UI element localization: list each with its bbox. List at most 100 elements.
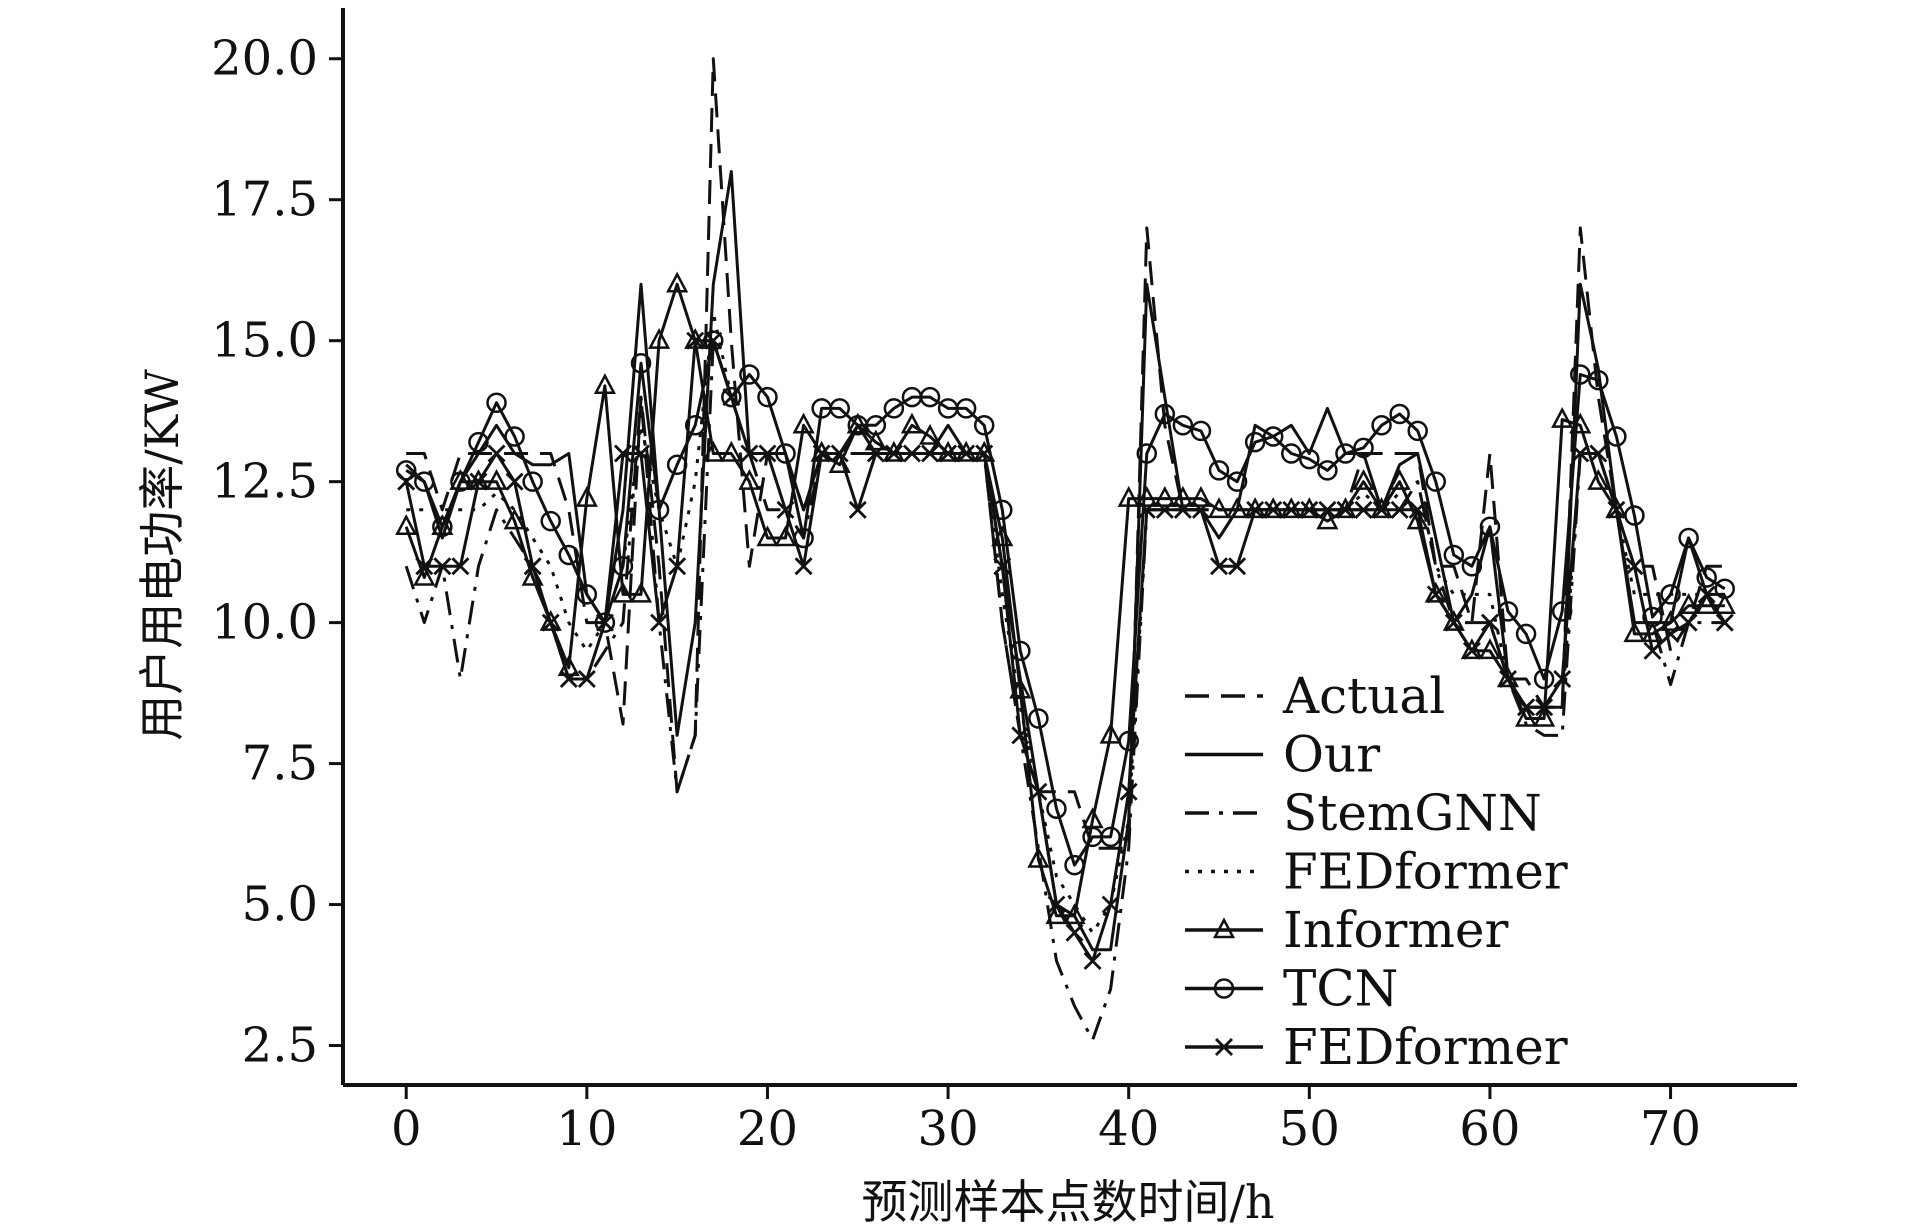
- data-point: [1353, 437, 1374, 459]
- data-point: [957, 444, 976, 463]
- data-point: [1678, 527, 1699, 549]
- data-point: [721, 386, 742, 408]
- x-tick-label: 50: [1279, 1101, 1340, 1157]
- data-point: [612, 555, 634, 577]
- data-point: [613, 444, 632, 463]
- legend-marker: [1215, 1038, 1233, 1056]
- x-axis-title: 预测样本点数时间/h: [861, 1175, 1274, 1228]
- data-point: [541, 613, 560, 632]
- x-tick-label: 40: [1098, 1101, 1159, 1157]
- data-point: [1677, 593, 1700, 614]
- data-point: [632, 444, 651, 463]
- data-point: [1697, 585, 1716, 604]
- data-point: [1100, 826, 1121, 848]
- data-point: [794, 557, 813, 576]
- data-point: [1335, 443, 1356, 464]
- data-point: [1064, 854, 1085, 876]
- data-point: [902, 444, 921, 463]
- data-point: [792, 412, 815, 434]
- data-point: [413, 564, 436, 586]
- data-point: [739, 364, 760, 385]
- data-point: [559, 670, 578, 689]
- data-point: [540, 510, 561, 532]
- data-point: [1444, 613, 1463, 632]
- data-point: [1244, 431, 1266, 453]
- legend-label: Informer: [1283, 901, 1508, 959]
- data-point: [758, 444, 777, 463]
- data-point: [865, 415, 887, 436]
- legend-item: Informer: [1185, 901, 1508, 959]
- data-point: [415, 557, 434, 576]
- data-point: [1715, 613, 1734, 632]
- data-point: [1354, 500, 1373, 519]
- data-point: [1606, 426, 1627, 447]
- data-point: [1171, 485, 1194, 507]
- data-point: [686, 331, 705, 350]
- legend-label: FEDformer: [1283, 843, 1568, 901]
- data-point: [1461, 555, 1483, 577]
- data-point: [668, 557, 687, 576]
- data-point: [846, 412, 869, 434]
- data-point: [722, 388, 741, 407]
- data-point: [1065, 923, 1084, 942]
- data-point: [1172, 415, 1194, 436]
- data-point: [558, 544, 580, 566]
- data-point: [485, 468, 508, 490]
- data-point: [1533, 668, 1555, 690]
- series-line: [405, 170, 1725, 952]
- data-point: [1659, 609, 1682, 631]
- legend-item: FEDformer: [1185, 1018, 1568, 1076]
- data-point: [1316, 508, 1339, 530]
- data-point: [1625, 557, 1644, 576]
- data-point: [1514, 705, 1538, 727]
- data-point: [1046, 798, 1067, 819]
- series-0: [406, 57, 1725, 850]
- y-tick-label: 7.5: [242, 736, 318, 792]
- data-point: [756, 525, 779, 547]
- y-tick-label: 2.5: [242, 1018, 318, 1074]
- data-point: [1425, 471, 1447, 492]
- data-point: [1208, 460, 1230, 481]
- data-point: [921, 444, 940, 463]
- series-line: [404, 339, 1725, 1042]
- y-tick-label: 17.5: [211, 172, 318, 228]
- data-point: [1371, 415, 1392, 436]
- legend-label: TCN: [1283, 960, 1398, 1018]
- data-point: [1083, 951, 1102, 970]
- data-point: [955, 440, 978, 462]
- x-tick-label: 10: [556, 1101, 617, 1157]
- series-2: [404, 339, 1725, 1042]
- data-point: [1713, 593, 1736, 614]
- legend-label: Our: [1283, 726, 1380, 784]
- data-point: [1154, 403, 1176, 425]
- data-point: [1117, 485, 1140, 507]
- data-point: [1442, 609, 1465, 631]
- data-point: [1407, 420, 1428, 442]
- series-line: [405, 339, 1726, 867]
- data-point: [975, 444, 994, 463]
- data-point: [1479, 516, 1501, 538]
- data-point: [1497, 601, 1519, 622]
- data-point: [1246, 500, 1265, 519]
- data-point: [1210, 557, 1229, 576]
- data-point: [1551, 406, 1574, 428]
- x-tick-label: 60: [1459, 1101, 1520, 1157]
- data-point: [450, 471, 471, 492]
- data-point: [1372, 500, 1391, 519]
- data-point: [1589, 444, 1608, 463]
- series-1: [405, 170, 1725, 952]
- data-point: [1190, 420, 1212, 442]
- x-tick-label: 0: [391, 1101, 422, 1157]
- data-point: [1714, 578, 1736, 600]
- y-tick-label: 10.0: [211, 595, 318, 651]
- data-point: [395, 460, 417, 481]
- data-point: [1173, 500, 1192, 519]
- data-point: [432, 516, 453, 538]
- legend-item: FEDformer: [1185, 843, 1568, 901]
- data-point: [1189, 485, 1213, 507]
- data-point: [1191, 500, 1210, 519]
- legend-marker: [1212, 917, 1236, 939]
- data-point: [939, 444, 958, 463]
- data-point: [1281, 443, 1302, 464]
